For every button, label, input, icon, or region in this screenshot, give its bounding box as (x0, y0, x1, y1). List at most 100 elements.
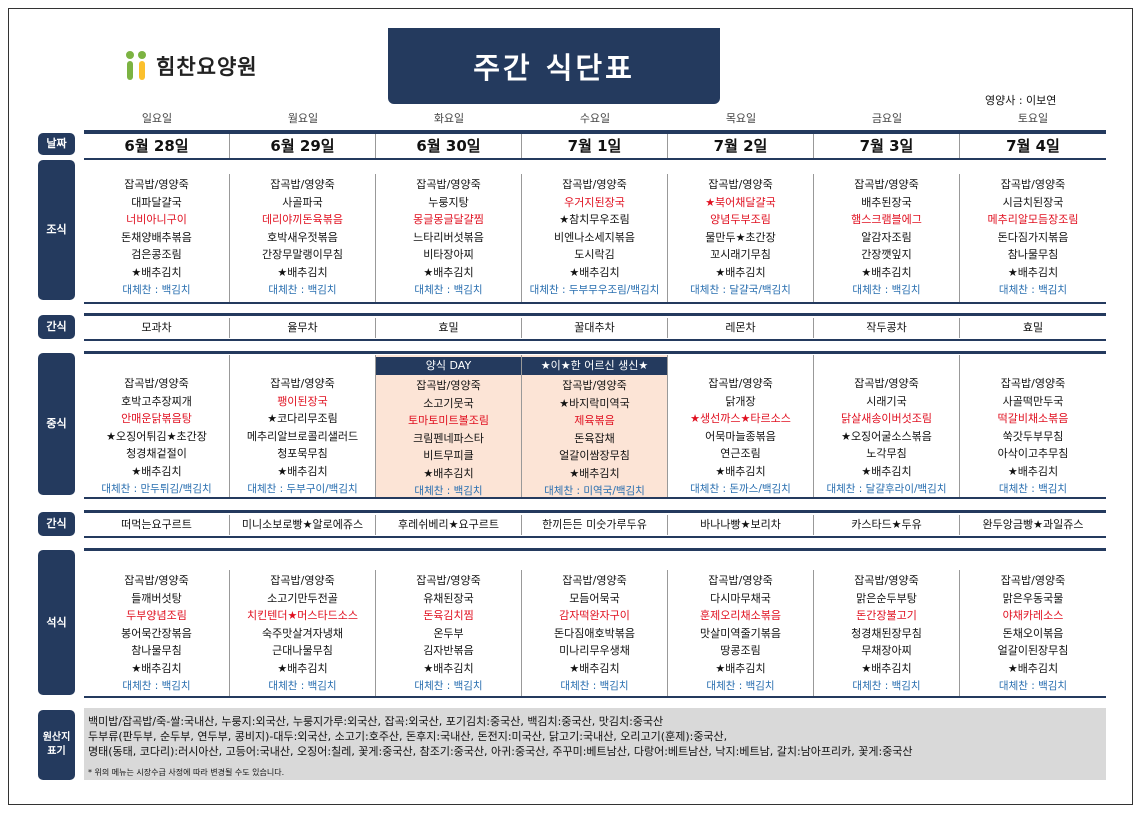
menu-item: 잡곡밥/영양죽 (562, 379, 627, 392)
menu-item: 배추된장국 (861, 195, 912, 209)
menu-item: ★배추김치 (131, 661, 182, 675)
menu-item: ★배추김치 (1007, 464, 1059, 478)
menu-item: 잡곡밥/영양죽 (562, 574, 627, 587)
menu-item: 간장무말랭이무침 (262, 248, 343, 262)
snack-cell: 꿀대추차 (522, 318, 668, 338)
snack-cell: 율무차 (230, 318, 376, 338)
menu-item: ★배추김치 (131, 464, 182, 478)
alternative-dish: 대체찬 : 돈까스/백김치 (690, 482, 791, 495)
rule (84, 302, 1106, 304)
menu-item: 토마토미트볼조림 (408, 414, 489, 428)
menu-item: 도시락김 (574, 248, 615, 262)
menu-item: 잡곡밥/영양죽 (270, 574, 335, 587)
menu-item: 잡곡밥/영양죽 (124, 574, 189, 587)
menu-item: 어묵마늘종볶음 (705, 429, 776, 443)
day-of-week: 화요일 (433, 112, 465, 125)
menu-item: 잡곡밥/영양죽 (1000, 377, 1066, 390)
dinner-day-cell: 잡곡밥/영양죽 유채된장국 돈육김치찜 온두부 김자반볶음 ★배추김치 대체찬 : 백김치 (376, 570, 522, 696)
breakfast-day-cell: 잡곡밥/영양죽 누룽지탕 몽글몽글달걀찜 느타리버섯볶음 비타장아찌 ★배추김치 대체찬 :… (376, 174, 522, 302)
menu-item: 호박새우젓볶음 (267, 230, 338, 244)
lunch-day-cell: 잡곡밥/영양죽 팽이된장국 ★코다리무조림 메추리알브로콜리샐러드 청포묵무침 ★배추김치… (230, 355, 376, 497)
menu-item: 양념두부조림 (710, 213, 771, 227)
menu-item: 잡곡밥/영양죽 (270, 178, 335, 191)
menu-item: 시래기국 (866, 394, 907, 408)
snack-cell: 레몬차 (668, 318, 814, 338)
menu-item: 온두부 (433, 626, 464, 640)
menu-item: 데리야끼돈육볶음 (262, 213, 343, 227)
snack-cell: 미니소보로빵★알로에쥬스 (230, 515, 376, 535)
menu-item: 비트무피클 (423, 449, 474, 463)
dinner-day-cell: 잡곡밥/영양죽 다시마무채국 훈제오리채소볶음 맛살미역줄기볶음 땅콩조림 ★배추김치 대체… (668, 570, 814, 696)
label-snack2: 간식 (38, 512, 75, 536)
day-of-week: 금요일 (871, 112, 903, 125)
menu-item: 햄스크램블에그 (851, 213, 922, 227)
alternative-dish: 대체찬 : 미역국/백김치 (544, 484, 645, 497)
logo: 힘찬요양원 (122, 50, 258, 82)
menu-item: 사골떡만두국 (1002, 394, 1064, 408)
menu-item: 돈간장불고기 (856, 609, 917, 623)
menu-item: 잡곡밥/영양죽 (416, 574, 481, 587)
menu-item: 닭개장 (725, 394, 756, 408)
menu-item: 미나리무우생채 (559, 644, 630, 658)
origin-line: 두부류(판두부, 순두부, 연두부, 콩비지)-대두:외국산, 소고기:호주산,… (88, 730, 728, 743)
breakfast-day-cell: 잡곡밥/영양죽 배추된장국 햄스크램블에그 알감자조림 간장깻잎지 ★배추김치 대체찬 : … (814, 174, 960, 302)
menu-item: 봉어묵간장볶음 (121, 626, 192, 640)
menu-item: ★참치무우조림 (559, 213, 630, 227)
origin-box: 백미밥/잡곡밥/죽-쌀:국내산, 누룽지:외국산, 누룽지가루:외국산, 잡곡:… (84, 708, 1106, 780)
alternative-dish: 대체찬 : 백김치 (852, 283, 921, 296)
alternative-dish: 대체찬 : 백김치 (998, 283, 1068, 296)
menu-item: 잡곡밥/영양죽 (562, 178, 627, 191)
menu-item: 맛살미역줄기볶음 (700, 626, 781, 640)
menu-item: ★배추김치 (131, 265, 182, 279)
dinner-day-cell: 잡곡밥/영양죽 맑은우동국물 야채카레소스 돈채오이볶음 얼갈이된장무침 ★배추김치 대체찬… (960, 570, 1106, 696)
rule (84, 158, 1106, 160)
menu-item: 맑은우동국물 (1002, 591, 1064, 605)
snack-cell: 완두앙금빵★과일쥬스 (982, 518, 1084, 531)
menu-item: 치킨텐더★머스타드소스 (246, 609, 359, 623)
page-title: 주간 식단표 (388, 28, 720, 104)
menu-item: 안매운닭볶음탕 (121, 412, 192, 426)
menu-item: 시금치된장국 (1002, 195, 1064, 209)
dinner-row: 잡곡밥/영양죽 들깨버섯탕 두부양념조림 봉어묵간장볶음 참나물무침 ★배추김치 대체찬 :… (84, 570, 1106, 696)
date-cell: 6월 28일 (84, 134, 230, 158)
menu-item: ★배추김치 (569, 265, 620, 279)
rule (84, 339, 1106, 341)
rule (84, 510, 1106, 513)
menu-item: 청경채겉절이 (126, 447, 187, 461)
menu-item: 잡곡밥/영양죽 (124, 377, 189, 390)
alternative-dish: 대체찬 : 백김치 (706, 679, 775, 692)
menu-item: 잡곡밥/영양죽 (416, 178, 481, 191)
lunch-row: 잡곡밥/영양죽 호박고추장찌개 안매운닭볶음탕 ★오징어튀김★초간장 청경채겉절이 ★배추… (84, 355, 1106, 497)
alternative-dish: 대체찬 : 백김치 (414, 484, 483, 497)
day-of-week: 월요일 (287, 112, 319, 125)
menu-item: ★배추김치 (715, 661, 766, 675)
menu-item: ★배추김치 (569, 661, 620, 675)
label-dinner: 석식 (38, 550, 75, 695)
menu-item: 훈제오리채소볶음 (700, 609, 781, 623)
menu-item: 몽글몽글달걀찜 (413, 213, 484, 227)
snack-cell: 작두콩차 (814, 318, 960, 338)
breakfast-day-cell: 잡곡밥/영양죽 우거지된장국 ★참치무우조림 비엔나소세지볶음 도시락김 ★배추김치 대체찬… (522, 174, 668, 302)
menu-item: 얼갈이된장무침 (997, 644, 1069, 658)
menu-item: 잡곡밥/영양죽 (270, 377, 335, 390)
menu-item: 잡곡밥/영양죽 (854, 377, 919, 390)
breakfast-day-cell: 잡곡밥/영양죽 사골파국 데리야끼돈육볶음 호박새우젓볶음 간장무말랭이무침 ★배추김치 대… (230, 174, 376, 302)
menu-item: 감자떡완자구이 (559, 609, 630, 623)
menu-item: 제육볶음 (574, 414, 615, 428)
alternative-dish: 대체찬 : 백김치 (414, 679, 483, 692)
rule (84, 351, 1106, 354)
menu-item: 쑥갓두부무침 (1002, 429, 1064, 443)
breakfast-row: 잡곡밥/영양죽 대파달걀국 너비아니구이 돈채양배추볶음 검은콩조림 ★배추김치 대체찬 :… (84, 174, 1106, 302)
menu-item: 다시마무채국 (710, 591, 771, 605)
menu-item: ★생선까스★타르소스 (690, 412, 791, 426)
lunch-day-cell: 양식 DAY 잡곡밥/영양죽 소고기뭇국 토마토미트볼조림 크림펜네파스타 비트무피클 ★배… (376, 355, 522, 497)
menu-item: 잡곡밥/영양죽 (416, 379, 481, 392)
menu-item: ★배추김치 (277, 661, 328, 675)
alternative-dish: 대체찬 : 두부구이/백김치 (247, 482, 358, 495)
menu-item: 돈육잡채 (574, 431, 615, 445)
menu-item: 꼬시래기무침 (710, 248, 771, 262)
date-cell: 7월 1일 (522, 134, 668, 158)
special-day-header: 양식 DAY (376, 357, 521, 375)
lunch-day-cell: 잡곡밥/영양죽 닭개장 ★생선까스★타르소스 어묵마늘종볶음 연근조림 ★배추김치 대체찬 … (668, 355, 814, 497)
alternative-dish: 대체찬 : 달걀후라이/백김치 (826, 482, 947, 495)
